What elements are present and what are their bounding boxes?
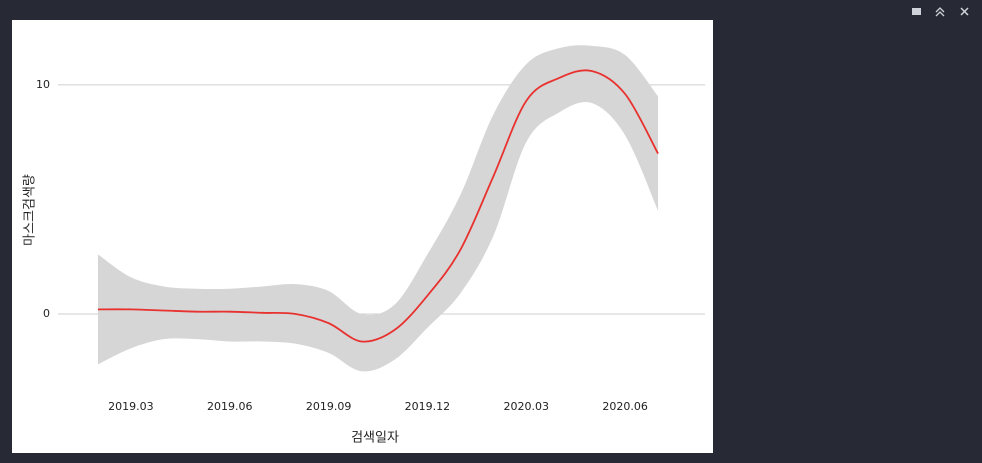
plot: 0 10 2019.03 2019.06 2019.09 2019.12 2020.03 20…: [36, 45, 705, 413]
x-tick-label: 2019.06: [207, 400, 253, 413]
maximize-button[interactable]: [935, 7, 945, 17]
x-tick-label: 2019.12: [405, 400, 451, 413]
y-tick-label: 10: [36, 78, 50, 91]
x-tick-label: 2020.06: [602, 400, 648, 413]
close-button[interactable]: [960, 7, 969, 16]
popout-button[interactable]: [912, 8, 921, 15]
trend-line: [97, 69, 659, 343]
x-tick-label: 2019.09: [306, 400, 352, 413]
y-axis-title: 마스크검색량: [23, 174, 38, 246]
y-tick-label: 0: [43, 307, 50, 320]
confidence-band: [97, 45, 659, 372]
x-axis-title: 검색일자: [351, 431, 399, 446]
x-tick-label: 2020.03: [504, 400, 550, 413]
toolbar: [912, 7, 969, 17]
x-tick-label: 2019.03: [108, 400, 154, 413]
